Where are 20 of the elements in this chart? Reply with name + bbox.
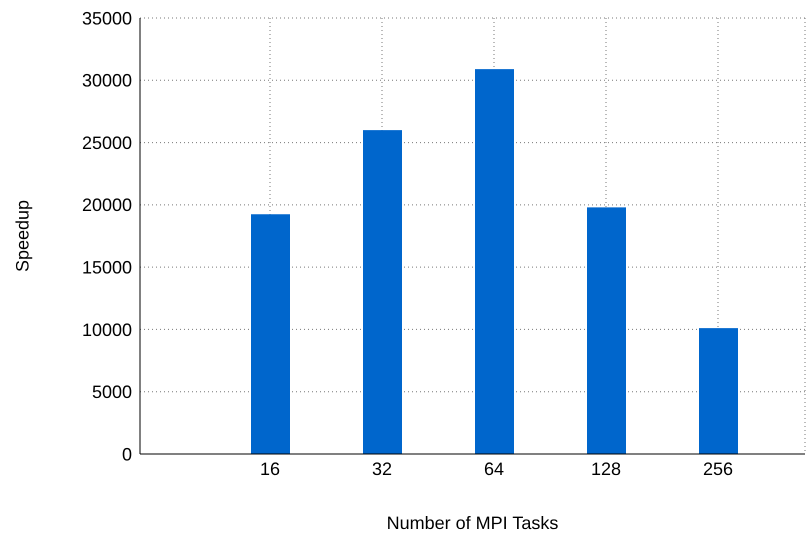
x-tick-label: 16 [260,458,280,479]
y-tick-label: 5000 [92,382,132,402]
x-tick-label: 32 [372,458,392,479]
x-tick-label: 64 [484,458,504,479]
bar [475,69,514,454]
x-tick-label: 256 [702,458,734,479]
y-tick-label: 15000 [82,258,132,278]
y-tick-label: 20000 [82,195,132,216]
x-axis-title: Number of MPI Tasks [386,513,558,533]
y-tick-label: 10000 [82,320,132,340]
y-tick-label: 25000 [82,132,132,153]
bar [363,130,402,454]
y-tick-label: 0 [122,444,132,464]
bar [251,214,290,454]
bar [587,207,626,454]
y-axis-title: Speedup [12,200,32,272]
y-tick-label: 30000 [82,70,132,91]
y-tick-label: 35000 [82,8,132,28]
bar [699,328,738,454]
x-tick-label: 128 [590,458,622,479]
